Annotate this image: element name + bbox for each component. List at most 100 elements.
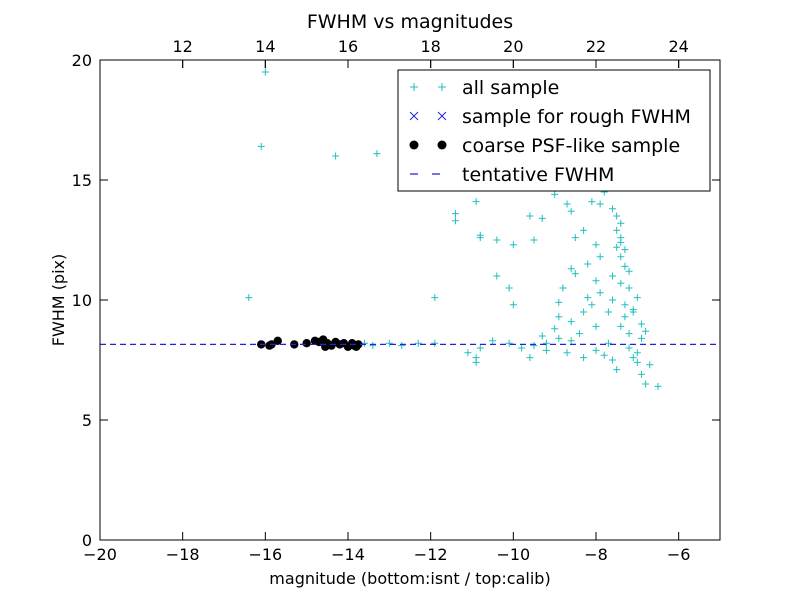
legend-label: sample for rough FWHM [462, 106, 691, 128]
all-sample-point [609, 356, 617, 364]
all-sample-point [476, 234, 484, 242]
legend-label: tentative FWHM [462, 164, 614, 186]
all-sample-point [600, 351, 608, 359]
all-sample-point [530, 342, 538, 350]
all-sample-point [625, 267, 633, 275]
y-tick-label: 0 [82, 531, 92, 550]
top-tick-label: 20 [503, 37, 523, 56]
x-axis-label: magnitude (bottom:isnt / top:calib) [269, 569, 550, 588]
all-sample-point [617, 279, 625, 287]
y-tick-label: 20 [72, 51, 92, 70]
all-sample-point [575, 330, 583, 338]
legend-plus-marker [438, 83, 446, 91]
x-tick-label: −10 [496, 545, 530, 564]
all-sample-point [617, 219, 625, 227]
all-sample-point [257, 142, 265, 150]
all-sample-point [542, 346, 550, 354]
x-tick-label: −6 [667, 545, 691, 564]
all-sample-point [538, 214, 546, 222]
all-sample-point [245, 294, 253, 302]
all-sample-point [637, 370, 645, 378]
y-axis: 0 5 10 15 20 [72, 51, 720, 550]
legend-box [397, 69, 711, 192]
all-sample-point [613, 212, 621, 220]
all-sample-point [637, 334, 645, 342]
all-sample-point [451, 210, 459, 218]
all-sample-point [609, 272, 617, 280]
x-tick-label: −18 [166, 545, 200, 564]
x-tick-label: −8 [584, 545, 608, 564]
top-tick-label: 24 [668, 37, 688, 56]
top-tick-label: 22 [586, 37, 606, 56]
all-sample-point [617, 238, 625, 246]
all-sample-point [646, 361, 654, 369]
all-sample-point [584, 294, 592, 302]
all-sample-point [538, 332, 546, 340]
all-sample-point [505, 339, 513, 347]
all-sample-point [621, 301, 629, 309]
legend-label: coarse PSF-like sample [462, 135, 680, 157]
all-sample-point [567, 337, 575, 345]
all-sample-point [505, 284, 513, 292]
all-sample-point [613, 243, 621, 251]
all-sample-point [414, 339, 422, 347]
all-sample-point [493, 272, 501, 280]
psf-sample-point [302, 339, 311, 348]
all-sample-point [559, 284, 567, 292]
all-sample-point [613, 226, 621, 234]
all-sample-point [609, 205, 617, 213]
all-sample-point [563, 200, 571, 208]
top-tick-label: 16 [338, 37, 358, 56]
all-sample-point [642, 380, 650, 388]
top-tick-label: 12 [172, 37, 192, 56]
all-sample-point [563, 349, 571, 357]
all-sample-point [613, 366, 621, 374]
legend-x-marker [437, 111, 447, 121]
all-sample-point [592, 346, 600, 354]
all-sample-point [332, 152, 340, 160]
all-sample-point [621, 262, 629, 270]
legend-circle-marker [437, 140, 447, 150]
all-sample-point [633, 349, 641, 357]
legend-circle-marker [409, 140, 419, 150]
top-tick-label: 18 [420, 37, 440, 56]
all-sample-point [596, 289, 604, 297]
all-sample-point [567, 207, 575, 215]
x-tick-label: −12 [414, 545, 448, 564]
y-tick-label: 15 [72, 171, 92, 190]
all-sample-point [596, 253, 604, 261]
all-sample-point [571, 270, 579, 278]
all-sample-point [604, 308, 612, 316]
all-sample-point [596, 200, 604, 208]
all-sample-point [604, 339, 612, 347]
all-sample-point [369, 342, 377, 350]
plot-area [100, 68, 720, 390]
all-sample-point [617, 322, 625, 330]
all-sample-point [592, 241, 600, 249]
all-sample-point [580, 308, 588, 316]
all-sample-point [654, 382, 662, 390]
all-sample-point [580, 226, 588, 234]
all-sample-point [625, 330, 633, 338]
all-sample-point [551, 190, 559, 198]
all-sample-point [621, 246, 629, 254]
all-sample-point [588, 301, 596, 309]
all-sample-point [551, 325, 559, 333]
all-sample-point [567, 318, 575, 326]
psf-sample-point [354, 340, 363, 349]
all-sample-point [526, 212, 534, 220]
all-sample-point [509, 301, 517, 309]
y-tick-label: 10 [72, 291, 92, 310]
all-sample-point [530, 236, 538, 244]
legend-label: all sample [462, 77, 559, 99]
all-sample-point [431, 294, 439, 302]
all-sample-point [629, 308, 637, 316]
chart-title: FWHM vs magnitudes [307, 11, 513, 33]
x-tick-label: −16 [248, 545, 282, 564]
all-sample-point [509, 241, 517, 249]
all-sample-point [373, 150, 381, 158]
all-sample-point [555, 298, 563, 306]
all-sample-point [472, 198, 480, 206]
y-tick-label: 5 [82, 411, 92, 430]
all-sample-point [642, 327, 650, 335]
